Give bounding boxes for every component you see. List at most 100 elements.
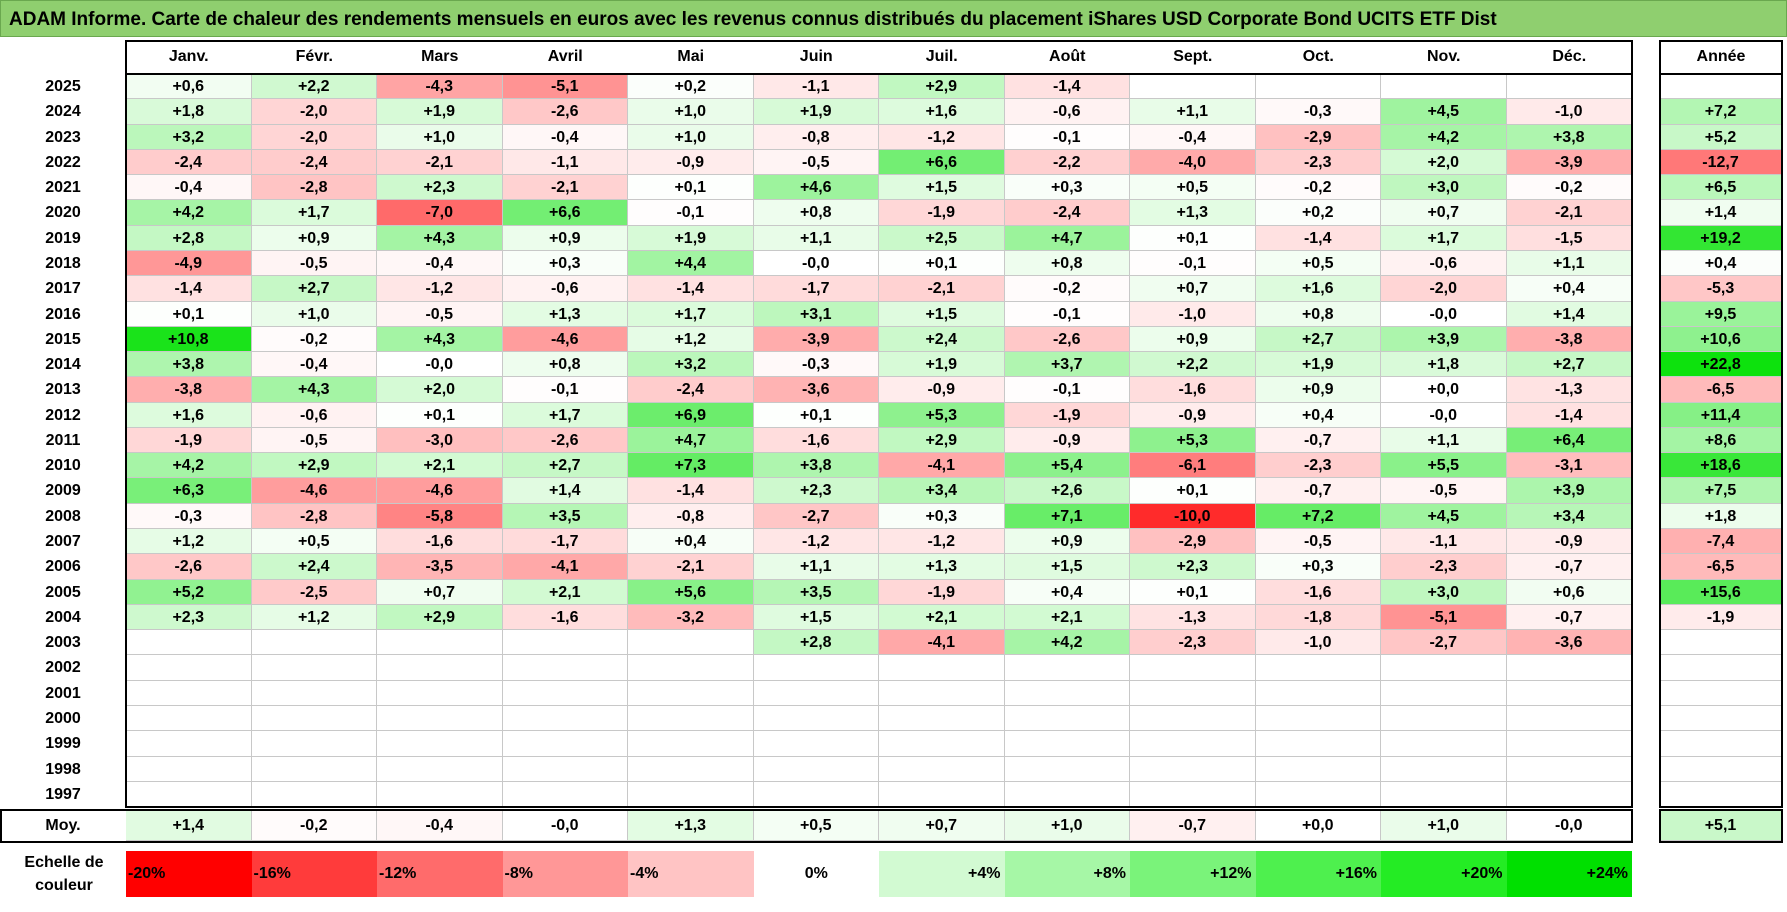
heatmap-cell: +0,8 <box>502 352 628 378</box>
color-scale-step: +24% <box>1506 851 1632 897</box>
annual-cell: +7,2 <box>1660 99 1782 125</box>
heatmap-cell: -4,1 <box>879 630 1005 656</box>
year-label: 2005 <box>45 583 81 601</box>
heatmap-cell: -0,4 <box>502 124 628 150</box>
heatmap-cell: -2,9 <box>1130 529 1256 555</box>
heatmap-cell <box>1506 706 1632 732</box>
heatmap-cell: -0,5 <box>753 149 879 176</box>
heatmap-cell <box>1130 655 1256 681</box>
heatmap-cell: -1,3 <box>1506 377 1632 403</box>
heatmap-cell: +0,3 <box>879 503 1005 530</box>
annual-cell <box>1660 630 1782 656</box>
heatmap-cell <box>1506 756 1632 782</box>
month-header: Nov. <box>1427 48 1461 65</box>
heatmap-cell: +1,5 <box>1004 554 1130 580</box>
annual-cell: +8,6 <box>1660 427 1782 454</box>
heatmap-cell: +4,4 <box>628 250 754 277</box>
heatmap-cell: -0,3 <box>753 352 879 378</box>
heatmap-cell: +0,1 <box>1130 478 1256 504</box>
heatmap-cell <box>1506 781 1632 808</box>
heatmap-cell: +2,7 <box>1506 352 1632 378</box>
heatmap-cell <box>502 680 628 706</box>
heatmap-cell <box>879 781 1005 808</box>
heatmap-cell <box>502 731 628 757</box>
annual-cell <box>1660 731 1782 757</box>
year-label: 2007 <box>45 533 81 551</box>
heatmap-cell: +1,2 <box>126 529 252 555</box>
annual-cell: +10,6 <box>1660 326 1782 353</box>
heatmap-cell: -2,7 <box>753 503 879 530</box>
heatmap-cell: +0,1 <box>377 402 503 428</box>
heatmap-cell: -2,8 <box>251 175 377 201</box>
heatmap-cell: +2,9 <box>879 74 1005 100</box>
month-header: Juil. <box>925 48 958 65</box>
heatmap-cell: -4,3 <box>377 74 503 100</box>
heatmap-cell: -0,1 <box>1004 301 1130 327</box>
annual-cell: +11,4 <box>1660 402 1782 428</box>
heatmap-cell: +1,6 <box>1255 276 1381 302</box>
heatmap-cell: -0,3 <box>1255 99 1381 125</box>
year-label: 2022 <box>45 153 81 171</box>
heatmap-cell <box>1255 756 1381 782</box>
heatmap-cell: -0,6 <box>502 276 628 302</box>
heatmap-cell <box>1004 706 1130 732</box>
heatmap-cell: -4,6 <box>502 326 628 353</box>
heatmap-cell: +0,1 <box>1130 225 1256 251</box>
heatmap-cell <box>1004 655 1130 681</box>
heatmap-cell: +1,2 <box>628 326 754 353</box>
heatmap-cell: +1,9 <box>879 352 1005 378</box>
heatmap-cell: -1,0 <box>1255 630 1381 656</box>
heatmap-cell: +1,6 <box>126 402 252 428</box>
heatmap-cell: +0,9 <box>1130 326 1256 353</box>
year-label: 1997 <box>45 785 81 803</box>
annual-cell: +5,2 <box>1660 124 1782 150</box>
heatmap-cell: -2,2 <box>1004 149 1130 176</box>
heatmap-cell: +3,0 <box>1381 579 1507 605</box>
heatmap-cell: -2,1 <box>628 554 754 580</box>
heatmap-cell <box>126 680 252 706</box>
annual-cell: +0,4 <box>1660 250 1782 277</box>
month-header: Août <box>1049 48 1086 65</box>
heatmap-cell: +1,3 <box>879 554 1005 580</box>
heatmap-cell: +0,1 <box>1130 579 1256 605</box>
heatmap-cell: +1,5 <box>879 175 1005 201</box>
heatmap-cell: -0,8 <box>628 503 754 530</box>
heatmap-cell: -0,5 <box>377 301 503 327</box>
year-label: 2000 <box>45 710 81 727</box>
heatmap-cell: -2,3 <box>1255 149 1381 176</box>
heatmap-cell: +3,1 <box>753 301 879 327</box>
heatmap-cell: +2,0 <box>1381 149 1507 176</box>
year-label: 2025 <box>45 78 81 95</box>
heatmap-cell: +5,2 <box>126 579 252 605</box>
heatmap-cell: +4,3 <box>377 326 503 353</box>
heatmap-cell <box>1255 655 1381 681</box>
annual-cell: +9,5 <box>1660 301 1782 327</box>
annual-cell <box>1660 756 1782 782</box>
heatmap-cell: +1,3 <box>1130 200 1256 226</box>
heatmap-cell <box>1255 680 1381 706</box>
heatmap-cell <box>251 655 377 681</box>
heatmap-cell: +1,5 <box>753 604 879 631</box>
month-header: Avril <box>547 48 583 65</box>
heatmap-cell: +2,5 <box>879 225 1005 251</box>
heatmap-cell: +0,3 <box>502 250 628 277</box>
heatmap-cell: +2,1 <box>879 604 1005 631</box>
heatmap-cell: +2,2 <box>1130 352 1256 378</box>
heatmap-cell: -5,1 <box>502 74 628 100</box>
year-label: 2013 <box>45 381 81 399</box>
heatmap-cell: +0,8 <box>1255 301 1381 327</box>
heatmap-cell <box>251 781 377 808</box>
heatmap-cell: +1,1 <box>753 554 879 580</box>
heatmap-cell: -0,1 <box>502 377 628 403</box>
year-label: 2003 <box>45 634 81 652</box>
chart-title: ADAM Informe. Carte de chaleur des rende… <box>0 0 1787 37</box>
heatmap-cell <box>753 756 879 782</box>
heatmap-cell: +1,1 <box>1381 427 1507 454</box>
heatmap-cell: -1,6 <box>753 427 879 454</box>
heatmap-cell: +1,4 <box>1506 301 1632 327</box>
heatmap-cell: +1,1 <box>1506 250 1632 277</box>
heatmap-cell: -0,9 <box>879 377 1005 403</box>
heatmap-cell: +6,3 <box>126 478 252 504</box>
annual-cell: +19,2 <box>1660 225 1782 251</box>
heatmap-cell: +1,7 <box>1381 225 1507 251</box>
